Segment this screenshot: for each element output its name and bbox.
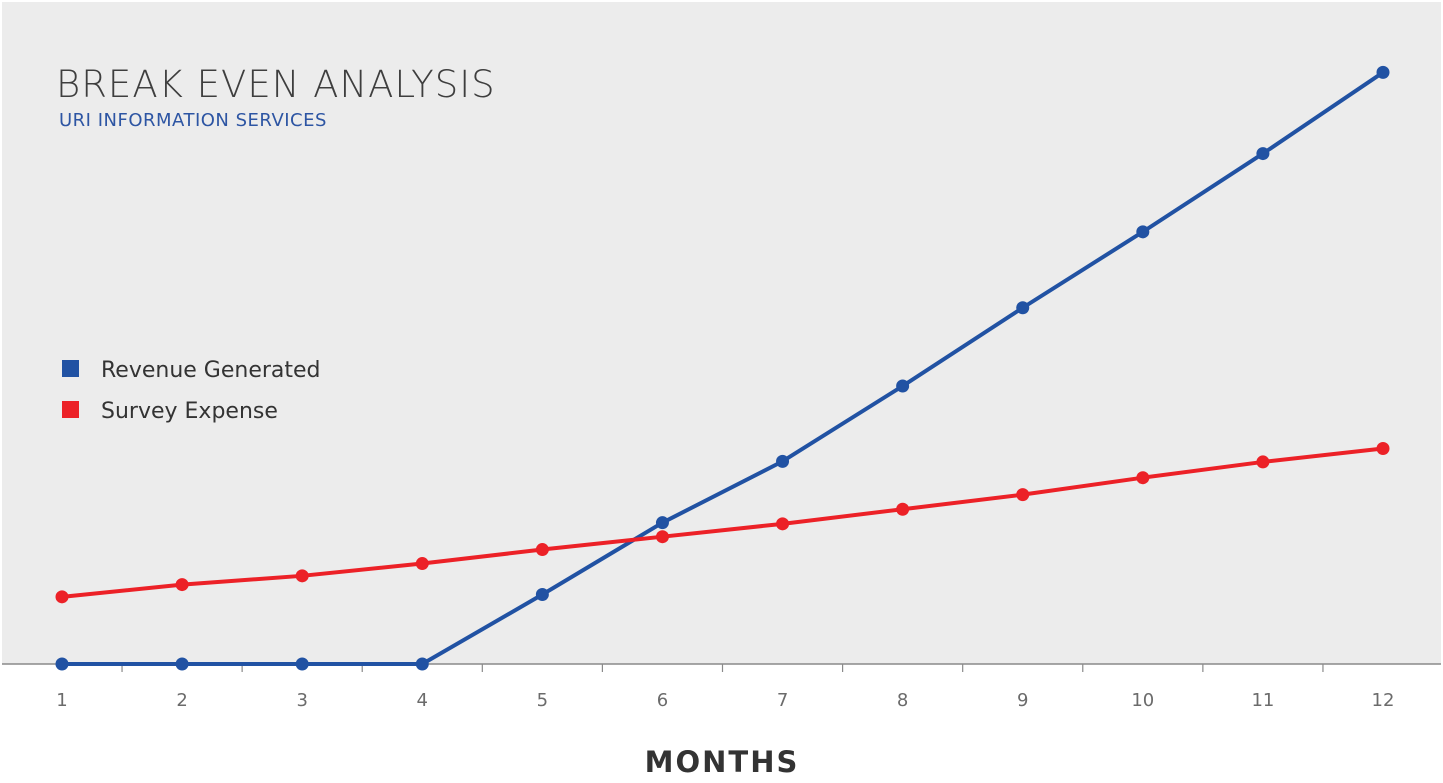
data-point-revenue-generated (415, 657, 429, 671)
chart-title: BREAK EVEN ANALYSIS (56, 63, 496, 106)
data-point-survey-expense (1136, 471, 1150, 485)
data-point-revenue-generated (1136, 225, 1150, 239)
data-point-revenue-generated (1016, 301, 1030, 315)
data-point-revenue-generated (175, 657, 189, 671)
data-point-survey-expense (415, 557, 429, 571)
legend-label-revenue-generated: Revenue Generated (101, 358, 321, 383)
x-tick-label: 8 (897, 690, 908, 711)
series-lines (61, 70, 1385, 666)
x-tick-label: 1 (56, 690, 67, 711)
chart-subtitle: URI INFORMATION SERVICES (59, 110, 327, 131)
x-tick-label: 5 (537, 690, 548, 711)
data-point-revenue-generated (776, 454, 790, 468)
x-tick-label: 11 (1251, 690, 1274, 711)
x-tick-label: 9 (1017, 690, 1028, 711)
x-tick-label: 7 (777, 690, 788, 711)
legend-swatch-revenue-generated (62, 360, 79, 377)
data-point-survey-expense (1376, 442, 1390, 456)
data-point-survey-expense (896, 502, 910, 516)
x-tick-label: 4 (417, 690, 428, 711)
legend-swatch-survey-expense (62, 401, 79, 418)
legend: Revenue Generated Survey Expense (62, 358, 321, 424)
x-axis-tick-labels: 1 2 3 4 5 6 7 8 9 10 11 12 (56, 690, 1394, 711)
data-point-survey-expense (55, 590, 69, 604)
series-line-survey-expense (61, 446, 1384, 599)
data-point-survey-expense (175, 578, 189, 592)
data-point-revenue-generated (295, 657, 309, 671)
data-point-revenue-generated (535, 588, 549, 602)
x-tick-label: 10 (1131, 690, 1154, 711)
legend-label-survey-expense: Survey Expense (101, 399, 278, 424)
data-point-survey-expense (535, 543, 549, 557)
data-point-revenue-generated (55, 657, 69, 671)
data-point-revenue-generated (896, 379, 910, 393)
x-tick-label: 6 (657, 690, 668, 711)
data-point-survey-expense (1016, 488, 1030, 502)
data-point-survey-expense (1256, 455, 1270, 469)
x-axis-label: MONTHS (645, 745, 800, 779)
data-point-survey-expense (655, 530, 669, 544)
series-line-revenue-generated (62, 70, 1385, 666)
x-tick-label: 2 (176, 690, 187, 711)
data-point-survey-expense (776, 517, 790, 531)
series-points (55, 65, 1390, 671)
data-point-revenue-generated (655, 516, 669, 530)
data-point-survey-expense (295, 569, 309, 583)
plot-background (2, 2, 1441, 664)
data-point-revenue-generated (1256, 147, 1270, 161)
x-tick-label: 3 (296, 690, 307, 711)
data-point-revenue-generated (1376, 65, 1390, 79)
x-tick-label: 12 (1372, 690, 1395, 711)
